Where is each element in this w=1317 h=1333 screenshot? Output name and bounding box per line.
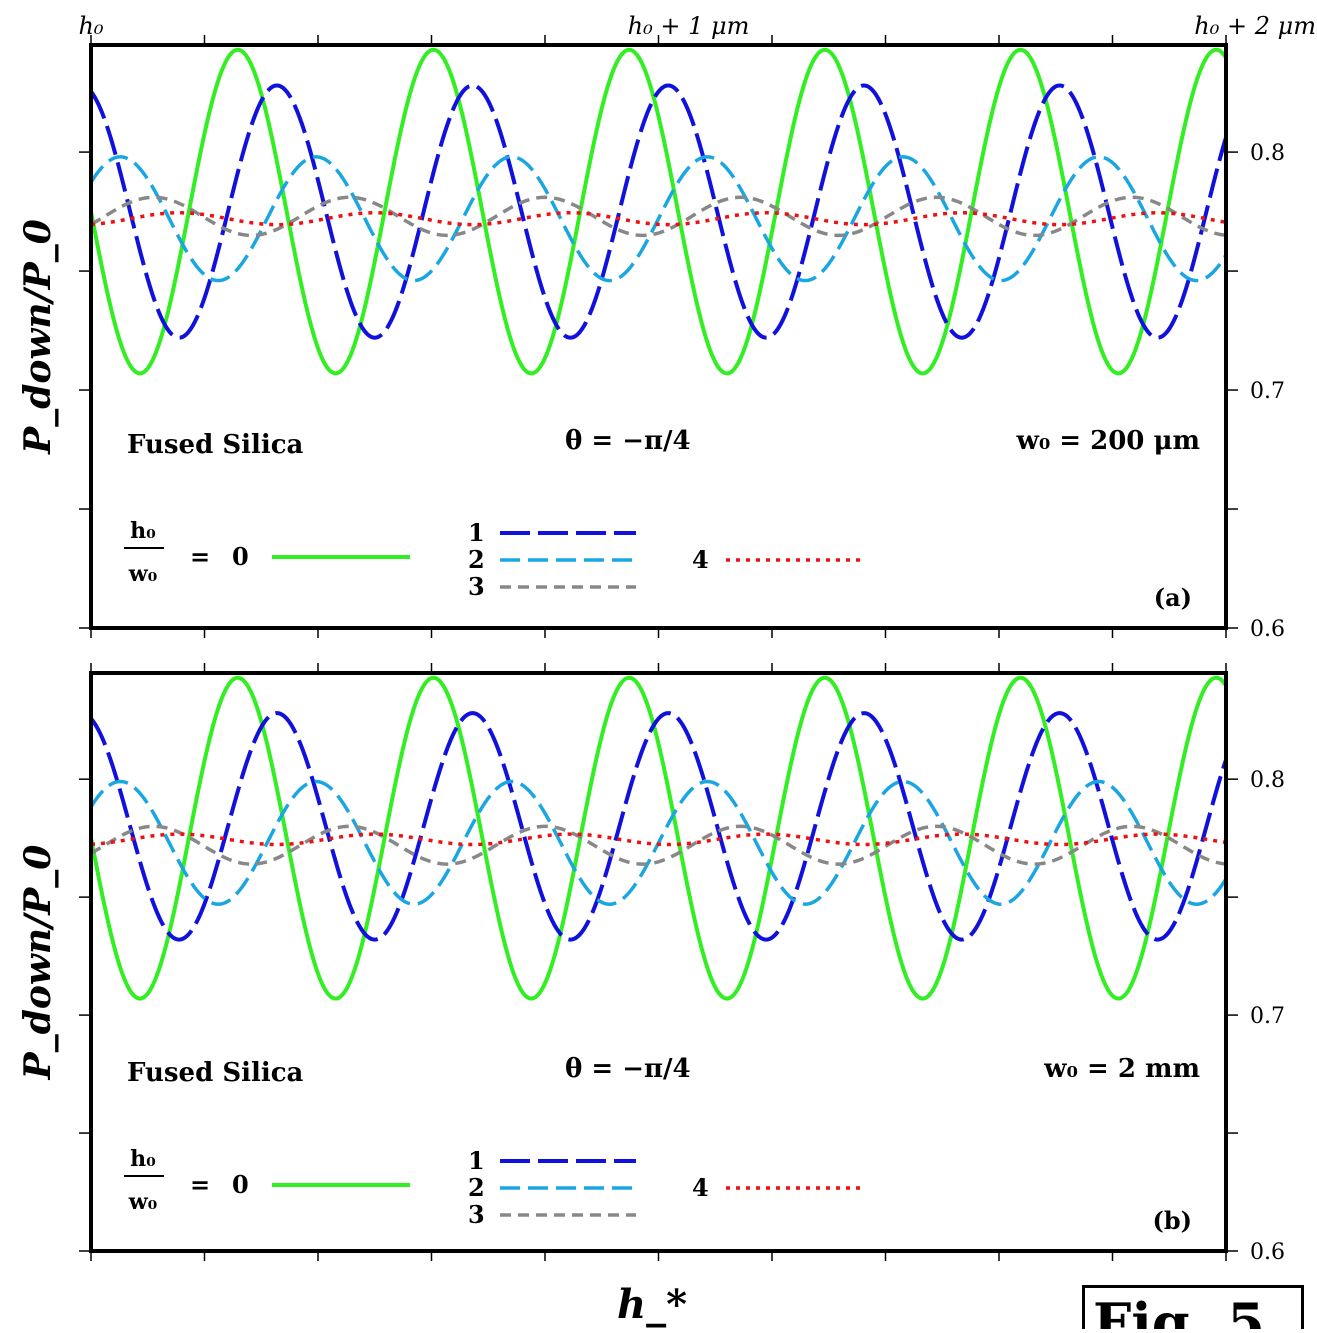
y-tick-label: 0.6 [1250,1240,1285,1265]
plot-frame [89,671,1228,1253]
legend-label-2: 2 [468,545,485,574]
series-line-0 [91,47,1226,376]
series-line-4 [91,211,1226,227]
chart-panel-b: 0.6 0.7 0.8 P_down/P_0 Fused Silica θ = −π/4 w… [17,663,1285,1265]
series-line-2 [91,155,1226,283]
top-axis-label: h₀ [78,12,103,40]
legend-equals: = [190,1170,210,1199]
series-line-4 [91,832,1226,847]
legend-label-1: 1 [468,1146,485,1175]
series-line-3 [91,824,1226,866]
plot-frame [89,43,1228,630]
legend: h₀ w₀ = 0 123 4 [124,1146,862,1229]
panel-label: (a) [1154,583,1192,612]
series-line-0 [91,675,1226,1001]
legend-label-1: 1 [468,518,485,547]
y-axis-label: P_down/P_0 [17,219,59,455]
chart-panel-a: 0.6 0.7 0.8 h₀ h₀ + 1 μm h₀ + 2 μm P_down/P_0 F… [17,12,1316,642]
y-tick-label: 0.8 [1250,768,1285,793]
figure-tag: Fig. 5 [1082,1285,1304,1329]
annotation-waist: w₀ = 200 μm [1015,426,1200,456]
legend: h₀ w₀ = 0 123 4 [124,518,862,601]
legend-fraction-numerator: h₀ [130,1146,156,1172]
plot-area [91,675,1226,1001]
y-tick-label: 0.6 [1250,617,1285,642]
annotation-theta: θ = −π/4 [565,1054,691,1084]
y-tick-label: 0.8 [1250,141,1285,166]
legend-label-4: 4 [692,1173,709,1202]
legend-fraction-denominator: w₀ [128,1189,158,1215]
annotation-theta: θ = −π/4 [565,426,691,456]
y-tick-label: 0.7 [1250,379,1285,404]
figure-tag-text: Fig. 5 [1093,1291,1265,1329]
legend-label-0: 0 [232,542,249,571]
panel-label: (b) [1153,1206,1193,1235]
series-line-1 [91,83,1226,340]
y-tick-label: 0.7 [1250,1004,1285,1029]
annotation-material: Fused Silica [127,430,304,460]
annotation-material: Fused Silica [127,1058,304,1088]
legend-fraction-numerator: h₀ [130,518,156,544]
series-line-3 [91,195,1226,238]
y-axis-label: P_down/P_0 [17,845,59,1081]
legend-label-3: 3 [468,1200,485,1229]
legend-label-4: 4 [692,545,709,574]
legend-label-3: 3 [468,572,485,601]
top-axis-label: h₀ + 1 μm [628,12,750,40]
series-line-1 [91,711,1226,942]
top-axis-label: h₀ + 2 μm [1194,12,1316,40]
x-axis-label: h_* [617,1281,687,1328]
plot-area [91,47,1226,376]
legend-fraction-denominator: w₀ [128,561,158,587]
annotation-waist: w₀ = 2 mm [1043,1054,1200,1084]
legend-label-0: 0 [232,1170,249,1199]
legend-equals: = [190,542,210,571]
legend-label-2: 2 [468,1173,485,1202]
